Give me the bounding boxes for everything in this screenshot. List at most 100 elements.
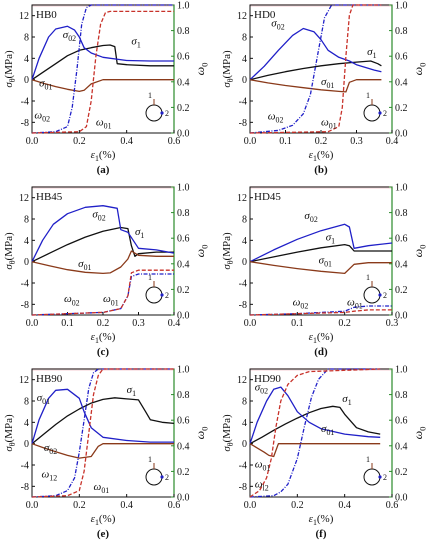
curve-label-σ01: σ01: [37, 392, 50, 406]
left-tick-label: -8: [21, 300, 29, 311]
left-tick-label: -8: [239, 118, 247, 129]
direction-1-label: 1: [148, 91, 152, 100]
left-tick-label: 0: [242, 257, 247, 268]
direction-2-label: 2: [383, 109, 387, 118]
right-tick-label: 0.6: [395, 416, 408, 427]
x-tick-label: 0.4: [120, 500, 133, 511]
left-tick-label: 12: [237, 193, 247, 204]
left-tick-label: 8: [242, 397, 247, 408]
left-tick-label: 12: [19, 375, 29, 386]
direction-1-label: 1: [366, 455, 370, 464]
left-tick-label: 4: [24, 54, 29, 65]
curve-label-σ1: σ1: [367, 46, 376, 60]
left-tick-label: 12: [237, 375, 247, 386]
series-ω02: [31, 368, 174, 498]
panel-label: (d): [314, 346, 328, 358]
panel-title: HD45: [254, 191, 281, 203]
series-σ02: [249, 386, 381, 444]
direction-1-label: 1: [366, 91, 370, 100]
series-ω02: [31, 4, 174, 134]
right-tick-label: 0.6: [177, 416, 190, 427]
x-tick-label: 0.0: [244, 500, 257, 511]
curve-label-σ01: σ01: [321, 76, 334, 90]
direction-2-label: 2: [165, 473, 169, 482]
direction-2-dot: [160, 111, 164, 115]
right-tick-label: 0.4: [395, 259, 408, 270]
left-tick-label: 8: [24, 397, 29, 408]
panel-label: (f): [316, 528, 327, 540]
panel-title: HB90: [36, 373, 63, 385]
specimen-circle-icon: [145, 104, 163, 122]
x-tick-label: 0.2: [315, 136, 328, 147]
right-tick-label: 0.8: [395, 26, 408, 37]
right-tick-label: 1.0: [395, 183, 408, 194]
right-tick-label: 0.4: [395, 441, 408, 452]
curve-label-ω02: ω02: [64, 293, 80, 307]
curve-label-ω01: ω01: [96, 117, 112, 131]
right-axis-label: ω0: [411, 427, 427, 440]
right-tick-label: 0.2: [395, 103, 408, 114]
left-tick-label: -4: [239, 461, 247, 472]
series-σ1: [31, 44, 174, 81]
right-axis-label: ω0: [411, 63, 427, 76]
x-axis-label: ε1(%): [309, 513, 334, 527]
right-tick-label: 0.8: [177, 208, 190, 219]
curve-label-σ1: σ1: [135, 226, 144, 240]
x-tick-label: 0.1: [279, 136, 292, 147]
left-tick-label: 12: [19, 11, 29, 22]
right-tick-label: 0.0: [177, 129, 190, 140]
panel-label: (b): [314, 164, 328, 176]
right-tick-label: 0.8: [395, 390, 408, 401]
left-tick-label: 0: [24, 257, 29, 268]
series-σ1: [249, 405, 381, 445]
series-σ01: [31, 443, 174, 459]
right-tick-label: 0.2: [177, 467, 190, 478]
series-σ01: [31, 79, 174, 93]
right-tick-label: 0.2: [177, 103, 190, 114]
right-tick-label: 0.0: [177, 493, 190, 504]
right-tick-label: 0.0: [395, 311, 408, 322]
left-axis-label: σθ(MPa): [221, 50, 235, 88]
series-ω01: [31, 10, 174, 134]
curve-label-σ01: σ01: [39, 78, 52, 92]
left-tick-label: 0: [242, 75, 247, 86]
right-tick-label: 0.6: [395, 52, 408, 63]
x-tick-label: 0.0: [244, 136, 257, 147]
x-tick-label: 0.2: [73, 500, 86, 511]
series-σ01: [249, 261, 392, 275]
curve-label-σ1: σ1: [342, 393, 351, 407]
left-tick-label: -4: [21, 461, 29, 472]
plot-frame: [31, 4, 175, 134]
direction-2-label: 2: [165, 109, 169, 118]
series-σ01: [249, 79, 382, 93]
x-tick-label: 0.2: [97, 318, 110, 329]
left-axis-label: σθ(MPa): [3, 232, 17, 270]
curve-label-σ1: σ1: [326, 231, 335, 245]
left-axis-label: σθ(MPa): [221, 232, 235, 270]
curve-label-ω12: ω12: [41, 468, 57, 482]
x-tick-label: 0.1: [291, 318, 304, 329]
x-axis-label: ε1(%): [91, 513, 116, 527]
series-ω01: [31, 269, 174, 316]
right-tick-label: 1.0: [177, 1, 190, 12]
left-tick-label: -8: [21, 482, 29, 493]
specimen-circle-icon: [363, 104, 381, 122]
curve-label-ω01: ω01: [103, 293, 119, 307]
curve-label-σ02: σ02: [44, 442, 57, 456]
x-tick-label: 0.3: [132, 318, 145, 329]
panel-title: HD90: [254, 373, 281, 385]
panel-label: (c): [97, 346, 110, 358]
right-tick-label: 0.6: [177, 234, 190, 245]
panel-label: (e): [97, 528, 110, 540]
series-σ01: [31, 250, 174, 275]
x-tick-label: 0.4: [338, 500, 351, 511]
x-tick-label: 0.0: [26, 500, 39, 511]
right-tick-label: 0.6: [177, 52, 190, 63]
left-tick-label: 4: [242, 418, 247, 429]
right-tick-label: 1.0: [177, 365, 190, 376]
direction-2-dot: [378, 475, 382, 479]
panel-title: HB45: [36, 191, 63, 203]
curve-label-σ01: σ01: [319, 254, 332, 268]
